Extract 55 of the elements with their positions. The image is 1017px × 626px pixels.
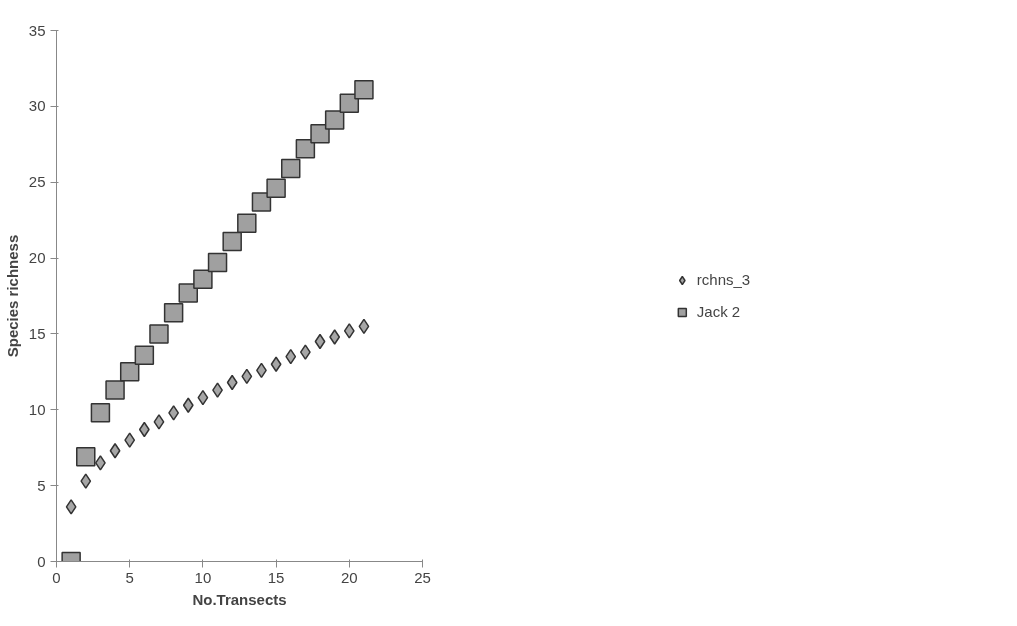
y-tick-label: 30 — [28, 97, 46, 115]
point — [149, 324, 169, 344]
point — [197, 389, 209, 406]
point — [324, 110, 345, 130]
point — [299, 344, 311, 360]
x-tick-label: 0 — [52, 568, 61, 586]
point — [105, 380, 125, 400]
point — [226, 374, 238, 391]
x-tick-label: 15 — [267, 568, 285, 586]
x-tick-label: 25 — [414, 568, 431, 586]
point — [280, 158, 301, 179]
point — [343, 323, 355, 339]
point — [314, 333, 326, 350]
point — [266, 178, 286, 199]
point — [310, 123, 330, 144]
point — [295, 139, 316, 159]
point — [65, 499, 77, 515]
point — [285, 348, 297, 365]
point — [358, 318, 370, 335]
point — [153, 414, 165, 430]
x-tick-label: 20 — [340, 568, 358, 586]
legend-label: Jack 2 — [696, 303, 741, 320]
point — [138, 421, 150, 438]
point — [182, 397, 194, 413]
y-tick-label: 35 — [28, 21, 46, 39]
point — [222, 231, 242, 252]
x-tick-label: 5 — [125, 568, 134, 586]
point — [193, 269, 213, 290]
y-tick-label: 20 — [28, 249, 46, 267]
y-tick-label: 25 — [28, 173, 46, 191]
point — [329, 329, 341, 345]
x-tick-label: 10 — [194, 568, 212, 586]
point — [90, 403, 111, 423]
point — [178, 283, 199, 303]
point — [134, 345, 155, 365]
y-tick-label: 15 — [28, 324, 46, 342]
point — [163, 302, 184, 323]
point — [168, 405, 180, 421]
point — [109, 443, 121, 459]
point — [251, 192, 272, 212]
point — [241, 368, 253, 385]
y-tick-label: 10 — [28, 400, 46, 418]
y-axis-title: Species richness — [3, 234, 21, 358]
y-tick-label: 0 — [37, 552, 46, 570]
point — [207, 252, 228, 273]
legend-label: rchns_3 — [696, 271, 751, 288]
x-axis-title: No.Transects — [192, 590, 287, 608]
point — [270, 356, 282, 373]
point — [354, 79, 374, 100]
point — [76, 447, 96, 467]
point — [119, 362, 140, 382]
point — [124, 432, 136, 448]
y-tick-label: 5 — [37, 476, 46, 494]
point — [237, 213, 257, 233]
point — [80, 473, 92, 489]
